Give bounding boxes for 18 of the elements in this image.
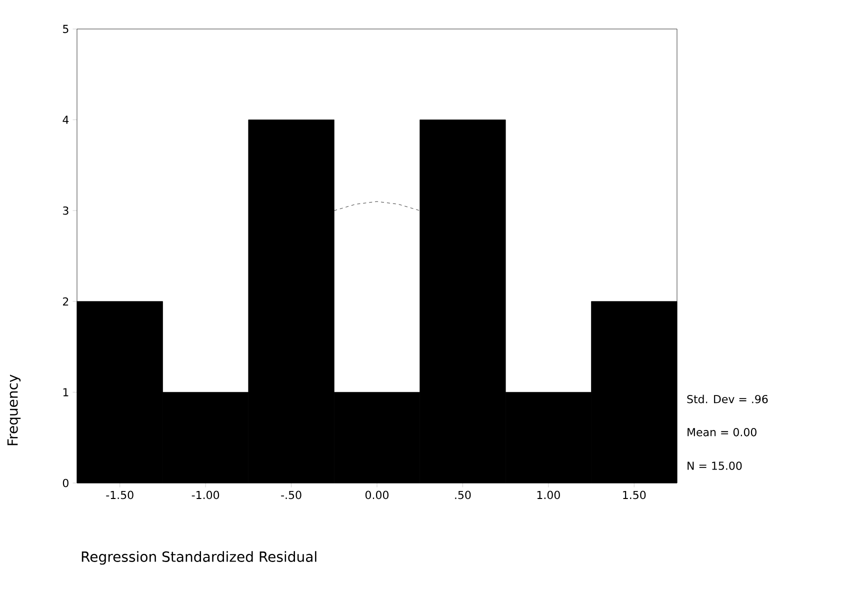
y-tick-label: 3 (63, 206, 68, 215)
y-tick-label: 0 (62, 478, 68, 488)
x-tick-label: 0.00 (365, 490, 389, 500)
text: Std. Dev = .96 (687, 394, 768, 404)
x-tick-label: -1.50 (106, 490, 134, 500)
y-tick-label: 4 (62, 116, 69, 124)
x-tick-label: .50 (455, 490, 471, 500)
y-tick-label: 5 (63, 24, 68, 34)
x-tick-label: 1.00 (537, 490, 560, 500)
text: N = 15.00 (688, 462, 742, 470)
y-axis-title: Frequency (7, 374, 21, 446)
x-tick-label: -.50 (281, 490, 302, 500)
x-tick-label: -1.00 (192, 490, 220, 500)
y-tick-label: 1 (63, 388, 68, 396)
y-tick-label: 2 (63, 297, 68, 306)
x-tick-label: 1.50 (623, 490, 646, 500)
x-axis-title: Regression Standardized Residual (82, 551, 316, 565)
text: Mean = 0.00 (688, 428, 756, 436)
